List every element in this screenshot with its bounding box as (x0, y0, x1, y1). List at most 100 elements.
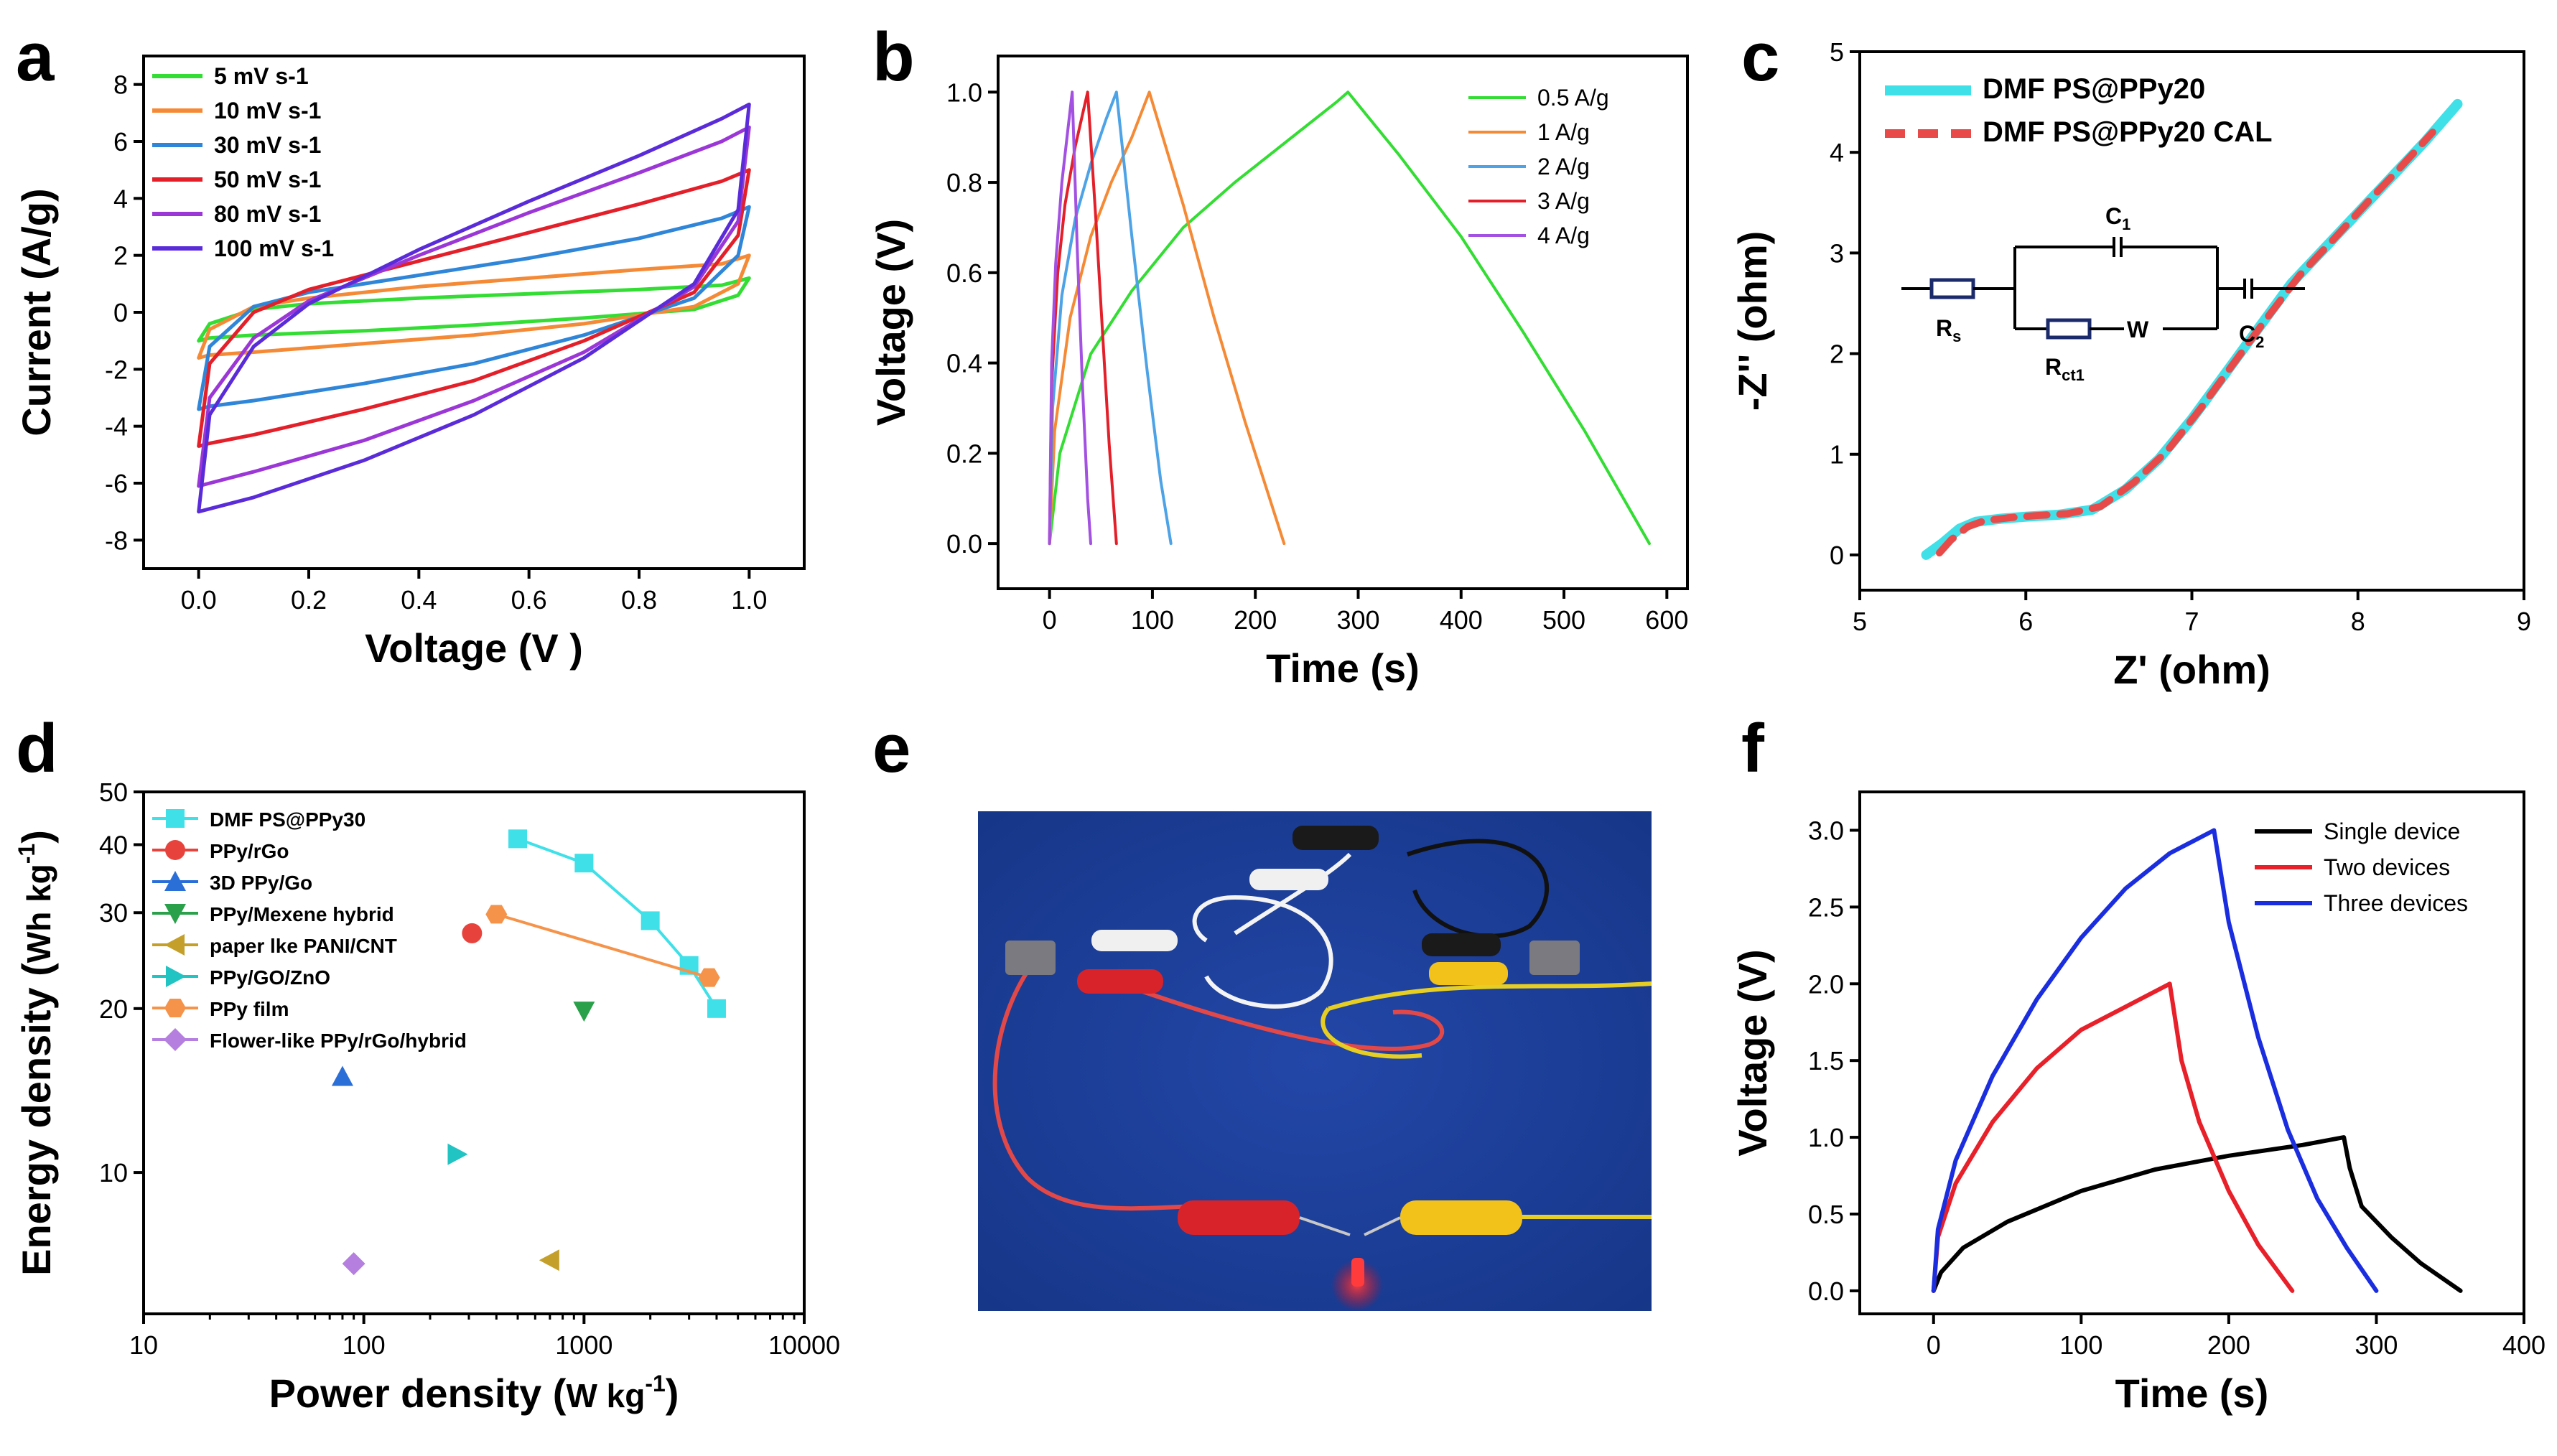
legend-d-0-label: DMF PS@PPy30 (210, 808, 365, 831)
x-axis-title: Power density (W kg-1) (269, 1371, 679, 1416)
legend-d-2-marker (164, 871, 186, 891)
x-tick-label: 9 (2517, 607, 2531, 636)
y-tick-label: 0 (1830, 541, 1844, 570)
x-tick-label: 300 (1336, 605, 1379, 635)
y-tick-label: 4 (1830, 138, 1844, 167)
clip-jaw (1299, 1216, 1351, 1236)
y-tick-label: 30 (99, 898, 128, 928)
panel-letter-a: a (16, 19, 55, 95)
x-axis-title: Time (s) (2115, 1371, 2269, 1416)
y-tick-label: 5 (1830, 37, 1844, 67)
data-point-0 (574, 854, 594, 873)
label-rs: Rs (1936, 315, 1961, 345)
legend-d-3-label: PPy/Mexene hybrid (210, 903, 394, 925)
series-line-2 (1048, 90, 1173, 546)
y-tick-label: 0.0 (1808, 1277, 1844, 1306)
x-tick-label: 0.2 (291, 585, 327, 615)
x-tick-label: 1.0 (731, 585, 767, 615)
y-tick-label: 1.5 (1808, 1046, 1844, 1075)
yellow-clip (1400, 1200, 1522, 1235)
series-line-1 (1936, 129, 2436, 557)
y-tick-label: 2 (1830, 340, 1844, 369)
black-wire (1407, 839, 1550, 938)
yellow-wire (1321, 1007, 1422, 1059)
y-tick-label: 0.5 (1808, 1200, 1844, 1229)
y-tick-label: -2 (105, 355, 128, 384)
legend-b-3-label: 3 A/g (1537, 188, 1590, 214)
legend-d-7-label: Flower-like PPy/rGo/hybrid (210, 1030, 467, 1052)
legend-a-5-label: 100 mV s-1 (214, 235, 334, 261)
plot-frame (997, 55, 1689, 590)
data-point-0 (508, 829, 528, 849)
x-tick-label: 0.6 (511, 585, 547, 615)
white-clip (1091, 930, 1178, 951)
data-point-0 (707, 999, 726, 1018)
legend-a-3-label: 50 mV s-1 (214, 167, 321, 192)
x-tick-label: 0 (1043, 605, 1057, 635)
led (1351, 1258, 1364, 1287)
y-tick-label: -4 (105, 412, 128, 442)
device-left (1005, 941, 1056, 975)
series-line-1 (1931, 981, 2295, 1293)
y-tick-label: 2.5 (1808, 892, 1844, 922)
legend-c-1-label: DMF PS@PPy20 CAL (1983, 116, 2273, 148)
data-point-7 (342, 1252, 365, 1276)
legend-a-0-label: 5 mV s-1 (214, 63, 309, 89)
legend-d-0-marker (166, 809, 185, 828)
y-tick-label: 3.0 (1808, 816, 1844, 845)
legend-a-4-label: 80 mV s-1 (214, 201, 321, 227)
x-tick-label: 300 (2355, 1330, 2398, 1360)
x-tick-label: 400 (2502, 1330, 2546, 1360)
series-line-4 (197, 125, 751, 488)
legend-a-2-label: 30 mV s-1 (214, 132, 321, 158)
x-tick-label: 10000 (768, 1330, 840, 1360)
legend-d-6-label: PPy film (210, 998, 289, 1020)
equivalent-circuit-inset: C1 Rs Rct1 W C2 (1901, 203, 2305, 384)
data-point-2 (331, 1065, 353, 1086)
x-tick-label: 0 (1927, 1330, 1941, 1360)
led-demo-photo (978, 811, 1652, 1311)
legend-b-1-label: 1 A/g (1537, 119, 1590, 145)
resistor-rs (1929, 278, 1975, 299)
y-tick-label: 0 (113, 298, 128, 327)
y-tick-label: 8 (113, 70, 128, 100)
series-line-4 (1048, 90, 1092, 546)
series-line-1 (1048, 90, 1286, 546)
device-right (1529, 941, 1580, 975)
x-tick-label: 500 (1542, 605, 1585, 635)
legend-d-4-label: paper lke PANI/CNT (210, 935, 397, 957)
y-tick-label: 10 (99, 1158, 128, 1187)
x-axis-title: Z' (ohm) (2113, 647, 2270, 692)
series-line-3 (197, 168, 751, 448)
series-device-chart: 0 100 200 300 400 0.0 0.5 1.0 1.5 2.0 2.5 3.0 Time (… (1730, 790, 2546, 1416)
white-wire (1192, 895, 1333, 1009)
x-tick-label: 0.0 (181, 585, 217, 615)
y-tick-label: 0.0 (946, 529, 982, 559)
y-tick-label: 1.0 (946, 78, 982, 107)
series-line-0 (197, 276, 751, 343)
red-clip (1077, 969, 1163, 994)
legend-d-5-marker (166, 966, 186, 987)
y-tick-label: 4 (113, 184, 128, 213)
series-line-0 (1931, 1135, 2463, 1293)
white-wire (1234, 852, 1352, 935)
series-line-0 (516, 837, 718, 1010)
data-point-6 (485, 905, 508, 924)
y-tick-label: 0.4 (946, 349, 982, 378)
x-tick-label: 200 (1234, 605, 1277, 635)
legend-b-4-label: 4 A/g (1537, 223, 1590, 248)
legend-b-0-label: 0.5 A/g (1537, 85, 1609, 111)
y-axis-title: Current (A/g) (14, 188, 59, 436)
data-point-5 (447, 1143, 468, 1165)
y-tick-label: 2.0 (1808, 969, 1844, 999)
y-axis-title: Voltage (V) (1730, 949, 1775, 1156)
x-tick-label: 1000 (555, 1330, 613, 1360)
y-tick-label: 1.0 (1808, 1123, 1844, 1152)
legend-d-3-marker (164, 904, 186, 924)
plot-frame (142, 790, 806, 1315)
y-tick-label: 0.8 (946, 168, 982, 197)
blue-background (978, 811, 1652, 1311)
black-clip (1293, 826, 1379, 850)
data-point-1 (462, 923, 483, 943)
